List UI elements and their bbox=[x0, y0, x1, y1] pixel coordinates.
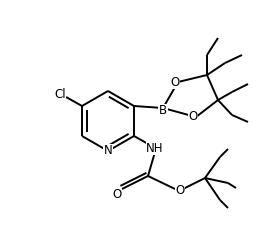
Text: B: B bbox=[159, 105, 167, 118]
Text: O: O bbox=[175, 183, 185, 196]
Text: NH: NH bbox=[146, 141, 164, 154]
Text: O: O bbox=[112, 187, 122, 201]
Text: Cl: Cl bbox=[54, 87, 66, 100]
Text: N: N bbox=[104, 145, 112, 158]
Text: O: O bbox=[188, 111, 198, 123]
Text: O: O bbox=[170, 75, 180, 88]
